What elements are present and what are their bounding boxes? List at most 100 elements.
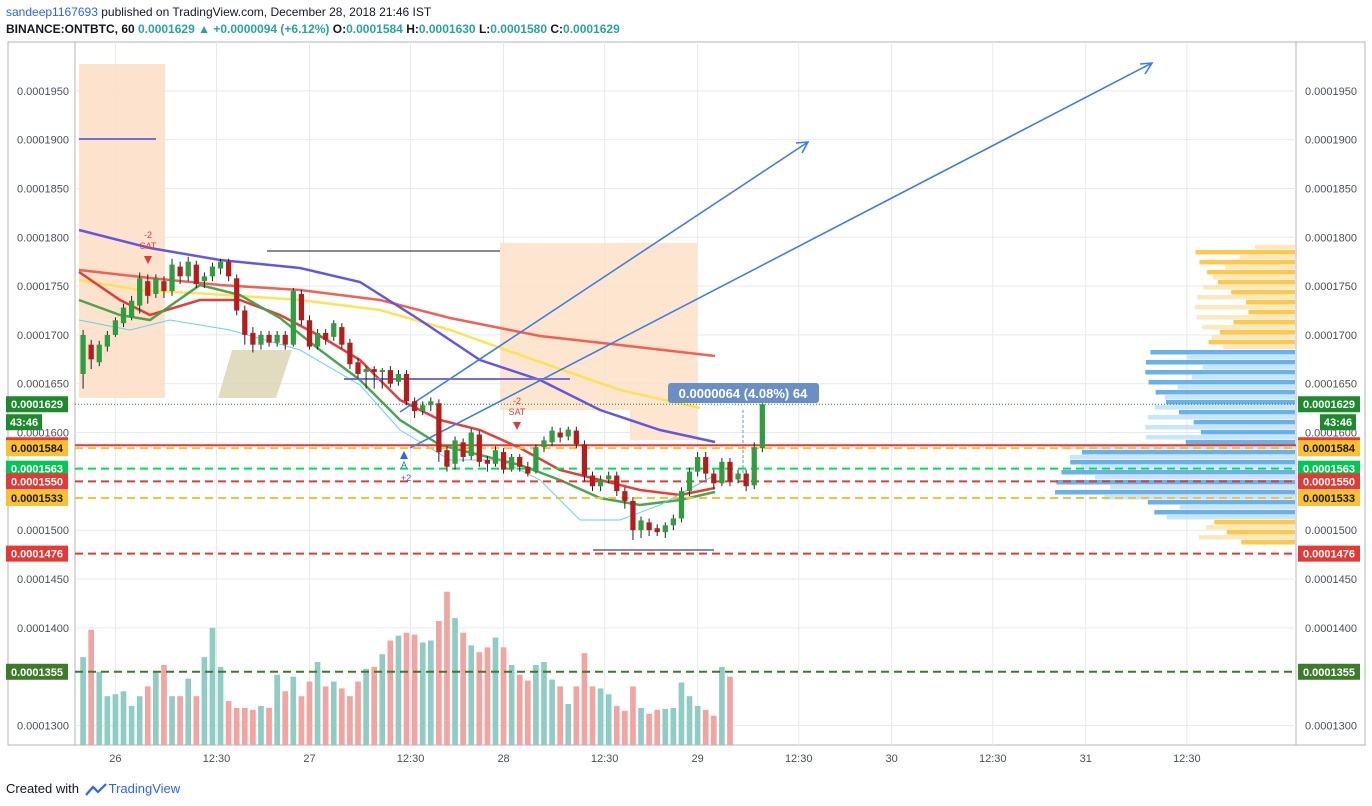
volume-profile-bar xyxy=(1202,325,1295,330)
candle-body xyxy=(565,429,571,437)
trend-line xyxy=(409,62,1153,449)
candle-body xyxy=(371,369,377,373)
volume-bar xyxy=(330,681,337,745)
y-tick-label-left: 0.0001500 xyxy=(17,525,69,537)
candle-body xyxy=(298,293,305,321)
volume-bar xyxy=(233,707,240,745)
volume-profile-bar xyxy=(1214,520,1295,525)
volume-bar xyxy=(282,691,289,745)
tradingview-brand[interactable]: TradingView xyxy=(108,781,181,796)
volume-bar xyxy=(492,637,499,745)
candle-body xyxy=(533,447,539,472)
volume-profile-bar xyxy=(1145,425,1295,430)
price-tag-left-text: 0.0001355 xyxy=(11,667,63,679)
candle-body xyxy=(743,473,749,487)
volume-bar xyxy=(589,686,596,745)
volume-bar xyxy=(727,676,733,745)
last-price: 0.0001629 xyxy=(138,22,195,36)
candle-body xyxy=(274,334,280,343)
price-tag-right xyxy=(1298,396,1360,413)
countdown-box-left xyxy=(6,414,42,431)
candle-body xyxy=(290,290,296,345)
candle-body xyxy=(80,334,86,374)
volume-bar xyxy=(419,642,426,745)
volume-bar xyxy=(436,620,442,745)
volume-bar xyxy=(161,664,167,745)
tradingview-logo-icon xyxy=(84,782,107,796)
candle-body xyxy=(428,401,434,406)
volume-bar xyxy=(387,640,394,745)
volume-profile-bar xyxy=(1081,465,1295,470)
volume-profile-bar xyxy=(1177,385,1295,390)
volume-profile-bar xyxy=(1246,300,1295,305)
countdown-text-right: 43:46 xyxy=(1324,417,1352,429)
candle-body xyxy=(606,475,612,480)
candle-body xyxy=(217,261,224,269)
volume-profile-bar xyxy=(1206,525,1295,530)
created-with-text: Created with xyxy=(6,781,79,796)
candle-body xyxy=(589,475,596,487)
candle-body xyxy=(420,405,426,412)
down-arrow-icon xyxy=(513,422,521,430)
candle-body xyxy=(468,432,474,456)
volume-bar xyxy=(298,696,305,745)
y-tick-label-left: 0.0001950 xyxy=(17,86,69,98)
price-tag-left xyxy=(6,440,68,457)
shaded-zone xyxy=(218,350,292,398)
y-tick-label-left: 0.0001400 xyxy=(17,623,69,635)
candle-body xyxy=(597,479,604,487)
volume-profile-bar xyxy=(1061,445,1295,450)
y-tick-label-right: 0.0001300 xyxy=(1305,720,1357,732)
volume-profile-bar xyxy=(1195,250,1295,255)
volume-bar xyxy=(573,686,580,745)
chart-frame xyxy=(7,41,1366,746)
volume-bar xyxy=(177,696,183,745)
candle-body xyxy=(314,332,321,347)
y-tick-label-left: 0.0001700 xyxy=(17,330,69,342)
symbol-name[interactable]: BINANCE:ONTBTC, 60 xyxy=(6,22,135,36)
y-tick-label-right: 0.0001950 xyxy=(1305,86,1357,98)
candle-body xyxy=(153,278,159,294)
x-tick-label: 27 xyxy=(303,753,315,765)
x-tick-label: 12:30 xyxy=(785,753,813,765)
candle-body xyxy=(759,404,765,449)
volume-bar xyxy=(427,640,434,745)
y-tick-label-left: 0.0001450 xyxy=(17,574,69,586)
arrow-head-icon xyxy=(795,141,810,154)
open-label: O: xyxy=(332,22,347,36)
price-tag-right-text: 0.0001476 xyxy=(1303,549,1355,561)
volume-bar xyxy=(444,591,450,745)
candle-body xyxy=(234,278,240,311)
price-tag-left-text: 0.0001584 xyxy=(11,443,64,455)
volume-bar xyxy=(128,705,135,745)
volume-profile-bar xyxy=(1145,360,1295,365)
x-tick-label: 26 xyxy=(109,753,121,765)
price-tag-left-text: 0.0001533 xyxy=(11,493,63,505)
countdown-box-right xyxy=(1320,414,1356,431)
candle-body xyxy=(541,440,547,448)
volume-bar xyxy=(379,654,386,745)
volume-bar xyxy=(468,645,475,745)
candle-body xyxy=(735,473,741,480)
volume-profile-bar xyxy=(1226,530,1295,535)
close-value: 0.0001629 xyxy=(563,22,620,36)
candle-body xyxy=(185,261,191,277)
volume-bar xyxy=(201,657,208,745)
volume-profile-bar xyxy=(1223,345,1295,350)
volume-bar xyxy=(355,681,361,745)
candle-body xyxy=(695,456,701,472)
candle-body xyxy=(193,264,199,285)
volume-bar xyxy=(662,708,669,745)
y-tick-label-left: 0.0001800 xyxy=(17,232,69,244)
measure-label: 0.0000064 (4.08%) 64 xyxy=(679,386,808,401)
candle-body xyxy=(638,520,644,531)
y-tick-label-right: 0.0001450 xyxy=(1305,574,1357,586)
volume-profile-bar xyxy=(1202,365,1295,370)
publish-info: sandeep1167693 published on TradingView.… xyxy=(6,5,431,19)
countdown-text-left: 43:46 xyxy=(10,417,38,429)
author-link[interactable]: sandeep1167693 xyxy=(6,5,98,19)
candle-body xyxy=(411,401,418,412)
candle-body xyxy=(525,466,531,474)
candle-body xyxy=(161,281,167,291)
